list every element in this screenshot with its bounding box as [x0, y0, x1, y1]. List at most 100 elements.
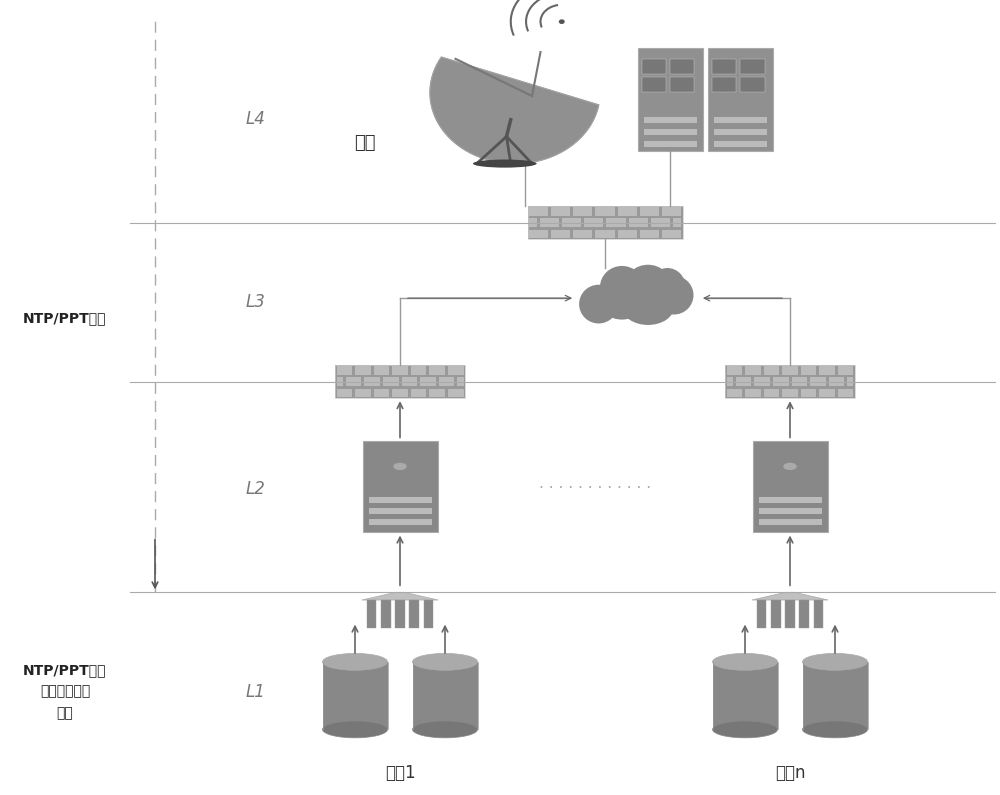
Bar	[714, 129, 767, 135]
Bar	[740, 59, 765, 74]
Bar	[673, 219, 681, 227]
Bar	[618, 207, 637, 215]
Ellipse shape	[579, 285, 618, 324]
Polygon shape	[752, 592, 828, 600]
Bar	[740, 77, 765, 92]
Text: 主站: 主站	[354, 134, 376, 152]
Bar	[457, 378, 464, 386]
Polygon shape	[362, 592, 438, 600]
Text: 子站1: 子站1	[385, 764, 415, 781]
Bar	[374, 366, 389, 374]
Bar	[573, 230, 592, 238]
Bar	[799, 600, 809, 628]
Bar	[714, 141, 767, 147]
Bar	[651, 219, 670, 227]
Bar	[642, 59, 666, 74]
Bar	[402, 378, 417, 386]
Bar	[595, 207, 615, 215]
Ellipse shape	[323, 721, 388, 738]
Ellipse shape	[599, 283, 645, 320]
Bar	[726, 378, 733, 386]
Ellipse shape	[625, 265, 671, 308]
Bar	[764, 366, 779, 374]
Bar	[814, 600, 823, 628]
Bar	[712, 661, 778, 730]
Bar	[411, 389, 426, 397]
Bar	[642, 77, 666, 92]
Bar	[409, 600, 419, 628]
Bar	[745, 366, 761, 374]
Bar	[439, 378, 454, 386]
Bar	[429, 366, 445, 374]
Ellipse shape	[600, 266, 644, 309]
Ellipse shape	[622, 289, 674, 325]
Bar	[336, 389, 352, 397]
Bar	[644, 129, 696, 135]
Bar	[367, 600, 376, 628]
Bar	[606, 219, 626, 227]
Bar	[801, 366, 816, 374]
Text: L3: L3	[245, 293, 265, 311]
Bar	[644, 117, 696, 123]
Bar	[369, 497, 432, 503]
Bar	[411, 366, 426, 374]
Bar	[640, 230, 659, 238]
Bar	[670, 59, 694, 74]
Bar	[551, 207, 570, 215]
Bar	[629, 219, 648, 227]
Ellipse shape	[712, 721, 778, 738]
Bar	[782, 389, 798, 397]
Bar	[584, 219, 603, 227]
Bar	[792, 378, 807, 386]
Bar	[355, 389, 371, 397]
Bar	[364, 378, 380, 386]
Bar	[640, 207, 659, 215]
Bar	[759, 507, 822, 514]
Bar	[753, 440, 828, 533]
Bar	[595, 230, 615, 238]
Bar	[782, 366, 798, 374]
Bar	[374, 389, 389, 397]
Bar	[838, 389, 853, 397]
Bar	[759, 518, 822, 525]
Text: 子站n: 子站n	[775, 764, 805, 781]
Bar	[773, 378, 789, 386]
Ellipse shape	[323, 653, 388, 670]
Bar	[712, 77, 736, 92]
Bar	[529, 219, 537, 227]
Bar	[819, 366, 835, 374]
Bar	[573, 207, 592, 215]
Bar	[369, 518, 432, 525]
Ellipse shape	[654, 276, 694, 315]
Bar	[383, 378, 398, 386]
Ellipse shape	[413, 721, 478, 738]
Bar	[392, 366, 408, 374]
Bar	[708, 48, 772, 151]
Bar	[712, 59, 736, 74]
Ellipse shape	[802, 721, 868, 738]
Bar	[528, 206, 682, 239]
Bar	[736, 378, 751, 386]
Bar	[771, 600, 781, 628]
Ellipse shape	[473, 160, 537, 168]
Bar	[336, 378, 343, 386]
Text: L1: L1	[245, 683, 265, 700]
Bar	[551, 230, 570, 238]
Bar	[420, 378, 436, 386]
Bar	[725, 365, 855, 398]
Bar	[662, 230, 681, 238]
Ellipse shape	[649, 268, 686, 307]
Bar	[346, 378, 361, 386]
Bar	[726, 389, 742, 397]
Bar	[429, 389, 445, 397]
Bar	[363, 440, 438, 533]
Bar	[448, 366, 464, 374]
Text: L2: L2	[245, 480, 265, 498]
Bar	[838, 366, 853, 374]
Bar	[726, 366, 742, 374]
Bar	[528, 206, 682, 239]
Bar	[335, 365, 465, 398]
Bar	[529, 230, 548, 238]
Bar	[322, 661, 388, 730]
Bar	[785, 600, 795, 628]
